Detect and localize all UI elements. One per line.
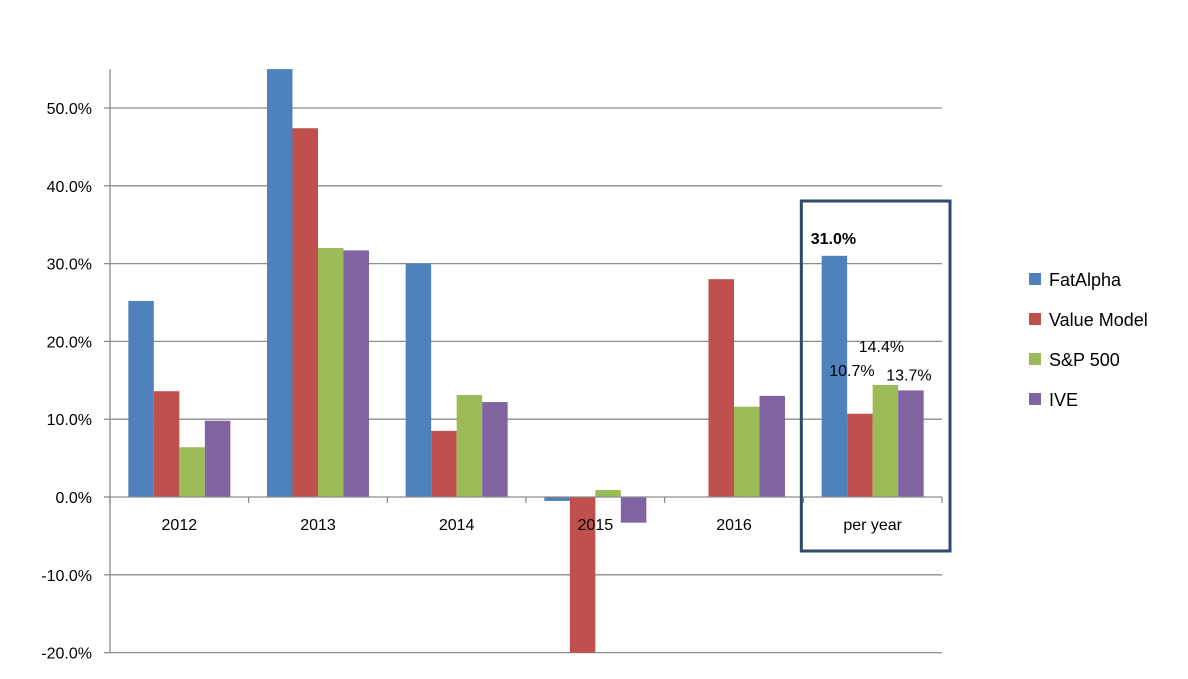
bar	[153, 391, 180, 497]
legend: FatAlpha Value Model S&P 500 IVE	[1029, 270, 1148, 410]
x-tick-label: 2014	[439, 517, 475, 534]
legend-label: IVE	[1049, 390, 1078, 410]
x-tick-label: 2015	[578, 517, 614, 534]
legend-swatch	[1029, 393, 1041, 405]
bar	[872, 384, 899, 497]
y-tick-label: -20.0%	[41, 646, 92, 663]
bar	[569, 497, 596, 653]
bar	[759, 395, 785, 497]
bar	[204, 420, 231, 497]
y-tick-label: 10.0%	[47, 412, 92, 429]
legend-label: FatAlpha	[1049, 270, 1122, 290]
bar	[734, 406, 760, 497]
bar	[708, 279, 734, 497]
bar	[620, 497, 647, 523]
bar	[343, 250, 369, 497]
y-tick-label: 50.0%	[47, 101, 92, 118]
legend-label: Value Model	[1049, 310, 1148, 330]
legend-swatch	[1029, 353, 1041, 365]
y-tick-label: 0.0%	[56, 490, 92, 507]
bar	[821, 255, 848, 497]
bar	[595, 489, 621, 497]
highlight-box	[799, 199, 952, 553]
bar	[431, 430, 457, 497]
bar	[482, 402, 508, 497]
bar	[456, 395, 483, 497]
bar	[544, 497, 570, 501]
bar	[292, 128, 318, 497]
data-labels: 31.0% 10.7% 14.4% 13.7%	[811, 231, 932, 385]
x-tick-label: 2012	[162, 517, 198, 534]
x-axis-tick-labels: 2012 2013 2014 2015 2016 per year	[162, 517, 903, 534]
x-tick-label: 2013	[300, 517, 336, 534]
data-label: 31.0%	[811, 231, 856, 248]
bars	[128, 69, 924, 653]
y-tick-label: 40.0%	[47, 179, 92, 196]
x-tick-label: 2016	[716, 517, 752, 534]
y-tick-label: -10.0%	[41, 568, 92, 585]
bar	[847, 413, 873, 497]
y-axis-tick-labels: 50.0% 40.0% 30.0% 20.0% 10.0% 0.0% -10.0% -20.0…	[41, 101, 92, 663]
bar	[179, 447, 205, 497]
legend-label: S&P 500	[1049, 350, 1120, 370]
bar	[128, 300, 154, 497]
gridlines	[110, 107, 942, 654]
axes	[104, 69, 943, 654]
data-label: 14.4%	[859, 339, 904, 356]
legend-swatch	[1029, 313, 1041, 325]
bar	[267, 69, 293, 497]
y-tick-label: 20.0%	[47, 334, 92, 351]
highlight-box-rect	[799, 199, 952, 553]
legend-swatch	[1029, 273, 1041, 285]
bar	[318, 248, 344, 497]
bar	[405, 263, 432, 497]
x-tick-label: per year	[843, 517, 902, 534]
y-tick-label: 30.0%	[47, 257, 92, 274]
bar	[898, 390, 924, 497]
data-label: 10.7%	[829, 363, 874, 380]
data-label: 13.7%	[886, 367, 931, 384]
